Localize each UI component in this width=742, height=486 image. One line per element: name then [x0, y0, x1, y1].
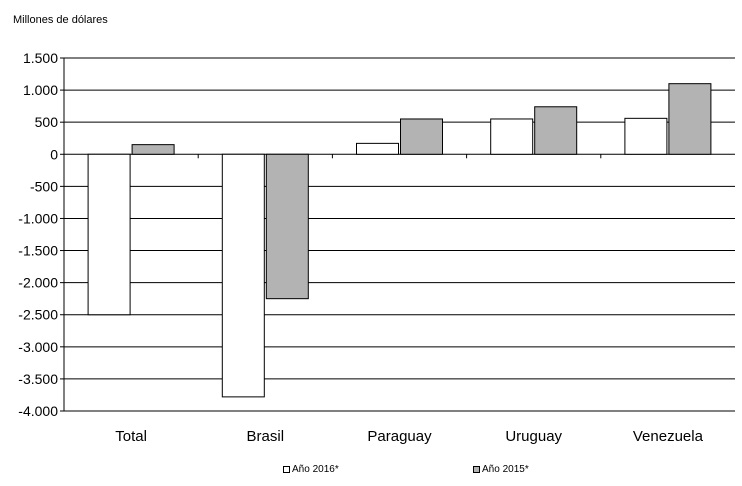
legend-swatch-2016	[283, 466, 290, 473]
x-tick-label: Paraguay	[367, 428, 432, 445]
y-tick-label: -3.000	[18, 339, 58, 355]
y-tick-label: -4.000	[18, 403, 58, 419]
legend-label-2016: Año 2016*	[292, 464, 339, 475]
bar-2016-paraguay	[356, 142, 399, 155]
x-tick-label: Total	[115, 428, 147, 445]
bar-2015-paraguay	[400, 118, 443, 155]
bar-2016-venezuela	[624, 117, 668, 155]
x-tick-label: Uruguay	[505, 428, 562, 445]
legend-item-2015: Año 2015*	[473, 464, 529, 475]
bar-2016-brasil	[221, 153, 265, 398]
legend-swatch-2015	[473, 466, 480, 473]
bar-2015-brasil	[265, 153, 309, 300]
y-tick-label: -3.500	[18, 371, 58, 387]
legend-item-2016: Año 2016*	[283, 464, 339, 475]
bar-2015-total	[131, 144, 175, 155]
x-tick-label: Brasil	[247, 428, 285, 445]
y-tick-label: -500	[30, 178, 58, 194]
y-tick-label: 1.000	[23, 82, 58, 98]
y-axis-title: Millones de dólares	[13, 14, 108, 26]
y-tick-label: -1.500	[18, 243, 58, 259]
y-tick-label: -2.000	[18, 275, 58, 291]
bar-2015-uruguay	[534, 106, 578, 155]
bar-2016-uruguay	[490, 118, 534, 155]
bar-2015-venezuela	[668, 83, 712, 155]
y-tick-label: 1.500	[23, 50, 58, 66]
bar-2016-total	[87, 153, 131, 316]
y-tick-label: 0	[50, 146, 58, 162]
legend-label-2015: Año 2015*	[482, 464, 529, 475]
y-tick-label: -2.500	[18, 307, 58, 323]
x-tick-label: Venezuela	[633, 428, 704, 445]
y-tick-label: 500	[35, 114, 59, 130]
y-tick-label: -1.000	[18, 210, 58, 226]
